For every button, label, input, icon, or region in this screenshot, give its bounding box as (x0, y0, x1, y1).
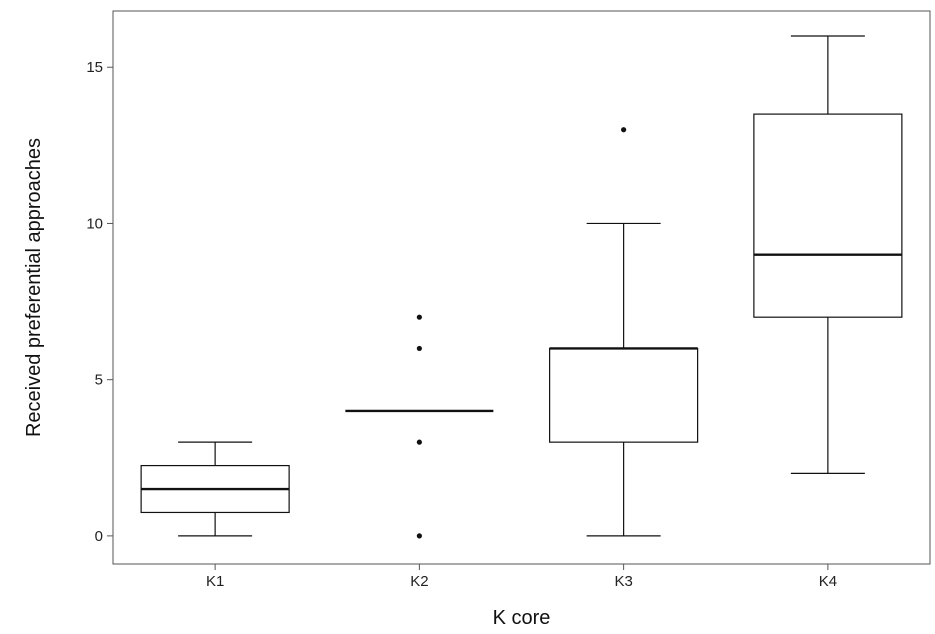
box-series (140, 35, 903, 539)
box-k3 (549, 127, 699, 537)
outlier-point (416, 314, 422, 320)
y-axis: 0 5 10 15 (86, 59, 113, 545)
y-tick-label: 10 (86, 215, 103, 232)
outlier-point (416, 439, 422, 445)
y-tick-label: 15 (86, 59, 103, 76)
x-axis-title: K core (493, 607, 551, 629)
x-axis: K1 K2 K3 K4 (206, 564, 837, 590)
y-tick-label: 0 (95, 528, 103, 545)
outlier-point (416, 533, 422, 539)
y-axis-title: Received preferential approaches (23, 138, 45, 437)
outlier-point (416, 345, 422, 352)
iqr-box (753, 113, 903, 318)
box-k4 (753, 35, 903, 474)
x-tick-label: K3 (614, 573, 632, 590)
y-tick-label: 5 (95, 372, 103, 389)
box-k1 (140, 441, 290, 537)
x-tick-label: K1 (206, 573, 224, 590)
box-k2 (345, 314, 494, 539)
outlier-point (621, 127, 627, 133)
x-tick-label: K2 (410, 573, 428, 590)
x-tick-label: K4 (819, 573, 837, 590)
iqr-box (549, 347, 699, 443)
